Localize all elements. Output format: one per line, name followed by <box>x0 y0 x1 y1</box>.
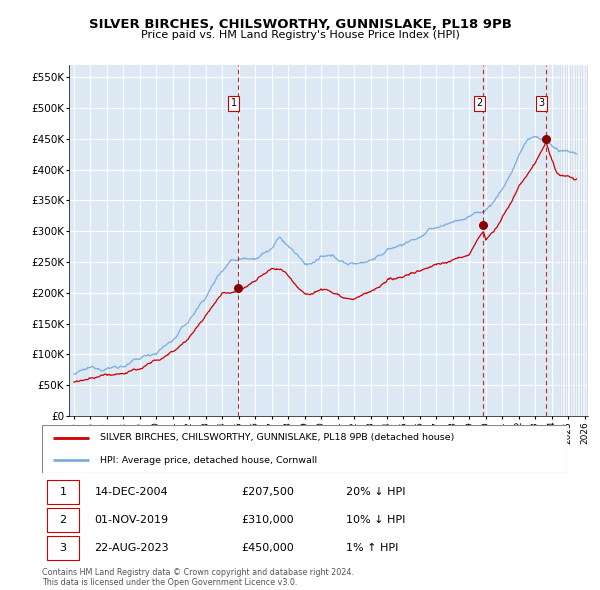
Text: 2: 2 <box>476 98 482 108</box>
FancyBboxPatch shape <box>47 480 79 504</box>
Text: 14-DEC-2004: 14-DEC-2004 <box>95 487 168 497</box>
Text: 3: 3 <box>539 98 545 108</box>
Text: HPI: Average price, detached house, Cornwall: HPI: Average price, detached house, Corn… <box>100 455 317 464</box>
Text: SILVER BIRCHES, CHILSWORTHY, GUNNISLAKE, PL18 9PB: SILVER BIRCHES, CHILSWORTHY, GUNNISLAKE,… <box>89 18 511 31</box>
FancyBboxPatch shape <box>47 507 79 532</box>
Text: 20% ↓ HPI: 20% ↓ HPI <box>347 487 406 497</box>
Text: £310,000: £310,000 <box>241 515 294 525</box>
Text: Price paid vs. HM Land Registry's House Price Index (HPI): Price paid vs. HM Land Registry's House … <box>140 30 460 40</box>
FancyBboxPatch shape <box>47 536 79 560</box>
Text: 1: 1 <box>59 487 67 497</box>
Text: 1: 1 <box>231 98 237 108</box>
Text: 2: 2 <box>59 515 67 525</box>
Text: 3: 3 <box>59 543 67 553</box>
FancyBboxPatch shape <box>42 425 567 473</box>
Text: £450,000: £450,000 <box>241 543 294 553</box>
Text: 1% ↑ HPI: 1% ↑ HPI <box>347 543 399 553</box>
Text: £207,500: £207,500 <box>241 487 295 497</box>
Text: Contains HM Land Registry data © Crown copyright and database right 2024.
This d: Contains HM Land Registry data © Crown c… <box>42 568 354 587</box>
Text: 22-AUG-2023: 22-AUG-2023 <box>95 543 169 553</box>
Text: 10% ↓ HPI: 10% ↓ HPI <box>347 515 406 525</box>
Text: 01-NOV-2019: 01-NOV-2019 <box>95 515 169 525</box>
Text: SILVER BIRCHES, CHILSWORTHY, GUNNISLAKE, PL18 9PB (detached house): SILVER BIRCHES, CHILSWORTHY, GUNNISLAKE,… <box>100 434 454 442</box>
Bar <box>560 65 593 416</box>
